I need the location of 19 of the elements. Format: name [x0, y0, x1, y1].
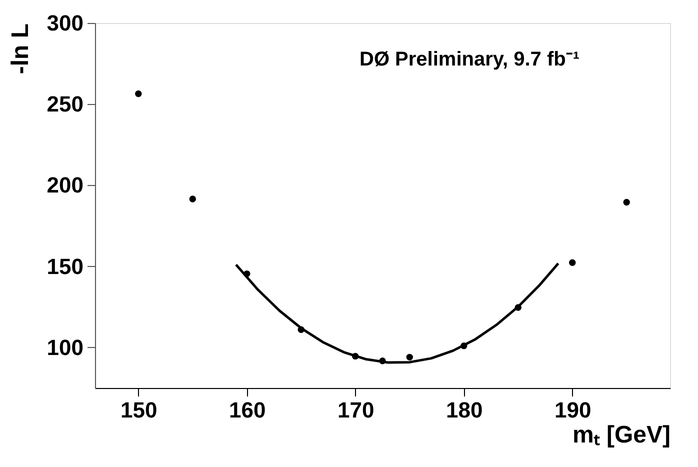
x-tick-label: 190: [554, 398, 592, 422]
y-tick-label: 200: [46, 172, 84, 198]
y-tick-label: 100: [46, 334, 84, 360]
x-tick-label: 180: [446, 398, 483, 422]
point: [623, 198, 630, 206]
point: [406, 354, 413, 361]
x-axis-title: mₜ [GeV]: [572, 422, 670, 448]
y-axis-title: -ln L: [6, 24, 34, 74]
x-tick-label: 150: [120, 398, 158, 422]
y-tick-label: 150: [46, 254, 84, 279]
point: [189, 196, 196, 202]
y-tick-label: 300: [46, 10, 84, 36]
point: [135, 90, 142, 98]
x-tick-label: 160: [229, 398, 266, 422]
point: [569, 259, 576, 266]
annotation: DØ Preliminary, 9.7 fb⁻¹: [360, 48, 580, 70]
line-series: [234, 262, 560, 364]
x-tick-label: 170: [338, 398, 374, 422]
y-tick-label: 250: [46, 92, 84, 117]
